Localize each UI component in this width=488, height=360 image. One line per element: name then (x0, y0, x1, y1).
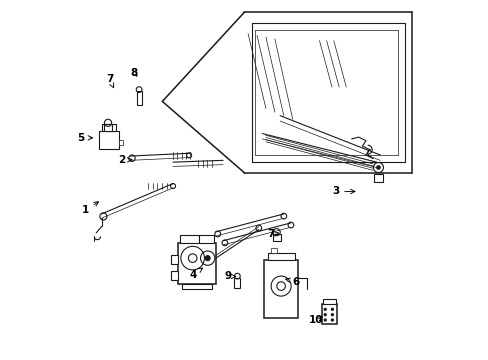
Bar (171, 255, 177, 264)
Bar (272, 234, 280, 241)
Circle shape (188, 254, 197, 262)
Bar (102, 123, 116, 131)
Circle shape (324, 319, 325, 321)
Circle shape (331, 319, 333, 321)
Text: 5: 5 (77, 133, 92, 143)
Circle shape (324, 308, 325, 310)
Bar (322, 304, 337, 324)
Bar (267, 252, 294, 260)
Bar (178, 243, 216, 284)
Bar (264, 260, 298, 318)
Text: 9: 9 (224, 271, 235, 282)
Bar (199, 235, 214, 243)
Bar (119, 140, 123, 145)
Text: 10: 10 (308, 315, 323, 325)
Text: 6: 6 (285, 277, 299, 287)
Bar (182, 284, 212, 289)
Text: 7: 7 (105, 74, 113, 88)
Text: 8: 8 (131, 68, 138, 78)
Text: 3: 3 (331, 186, 354, 197)
Circle shape (331, 314, 333, 316)
Bar (171, 271, 177, 280)
Bar (323, 299, 336, 304)
Bar (103, 124, 112, 131)
Bar (180, 235, 199, 243)
Text: 1: 1 (82, 202, 98, 215)
Bar (234, 278, 240, 288)
Circle shape (376, 166, 380, 169)
Text: 7: 7 (267, 229, 278, 239)
Bar (99, 131, 119, 149)
Circle shape (205, 256, 210, 261)
Bar (136, 91, 142, 105)
Text: 2: 2 (118, 156, 131, 165)
Circle shape (331, 308, 333, 310)
Text: 4: 4 (189, 268, 202, 280)
Circle shape (324, 314, 325, 316)
Bar (373, 174, 382, 182)
Bar (270, 248, 277, 252)
